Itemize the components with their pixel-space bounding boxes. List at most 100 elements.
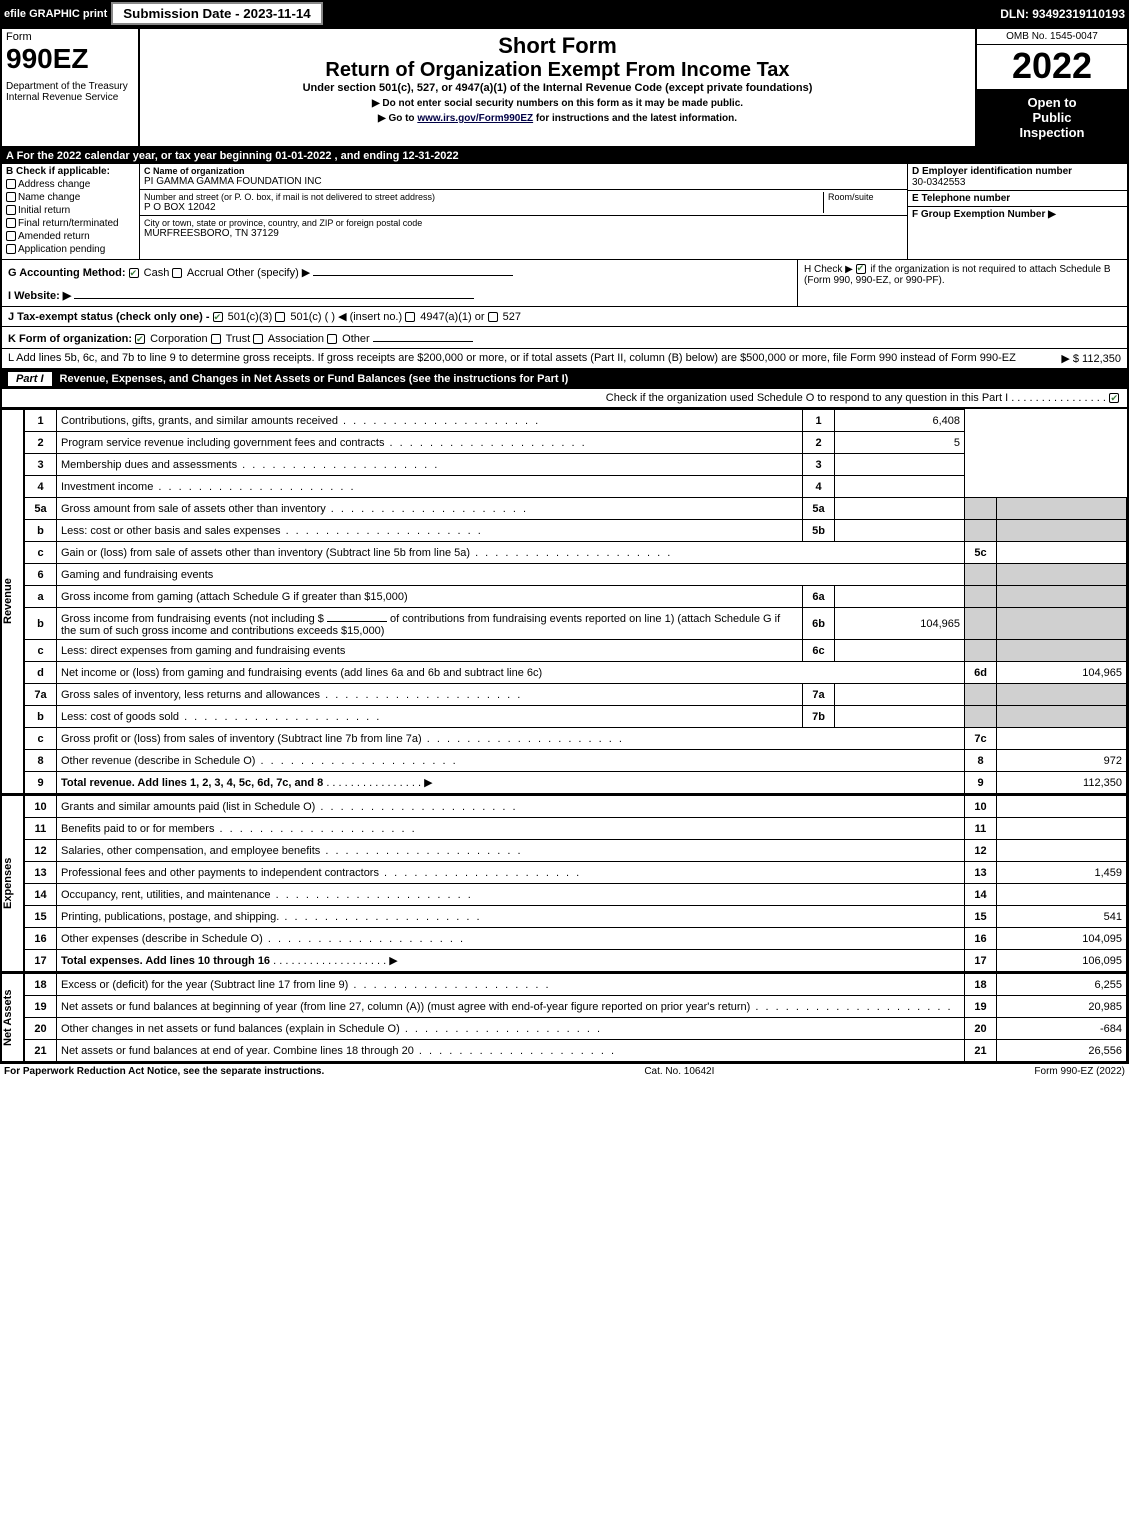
- instr-ssn: ▶ Do not enter social security numbers o…: [144, 98, 971, 109]
- line-17: 17Total expenses. Add lines 10 through 1…: [25, 950, 1127, 972]
- line-4: 4Investment income4: [25, 476, 1127, 498]
- row-l-gross-receipts: L Add lines 5b, 6c, and 7b to line 9 to …: [2, 349, 1127, 369]
- line-10: 10Grants and similar amounts paid (list …: [25, 796, 1127, 818]
- line-14: 14Occupancy, rent, utilities, and mainte…: [25, 884, 1127, 906]
- line-6: 6Gaming and fundraising events: [25, 564, 1127, 586]
- part-i-header: Part I Revenue, Expenses, and Changes in…: [2, 369, 1127, 389]
- part-i-schedule-o-check: Check if the organization used Schedule …: [2, 389, 1127, 408]
- col-b-checkboxes: B Check if applicable: Address change Na…: [2, 164, 140, 259]
- checkbox-4947[interactable]: [405, 312, 415, 322]
- h-sub: (Form 990, 990-EZ, or 990-PF).: [804, 275, 1121, 286]
- col-c-org-info: C Name of organization PI GAMMA GAMMA FO…: [140, 164, 907, 259]
- line-9: 9Total revenue. Add lines 1, 2, 3, 4, 5c…: [25, 772, 1127, 794]
- checkbox-527[interactable]: [488, 312, 498, 322]
- expenses-section: Expenses 10Grants and similar amounts pa…: [2, 794, 1127, 972]
- checkbox-application-pending[interactable]: [6, 244, 16, 254]
- main-title: Return of Organization Exempt From Incom…: [144, 59, 971, 82]
- line-5b: bLess: cost or other basis and sales exp…: [25, 520, 1127, 542]
- revenue-table: 1Contributions, gifts, grants, and simil…: [24, 409, 1127, 794]
- row-k-form-org: K Form of organization: Corporation Trus…: [2, 327, 1127, 349]
- other-org-input[interactable]: [373, 330, 473, 342]
- irs-label: Internal Revenue Service: [6, 92, 134, 103]
- checkbox-h-not-required[interactable]: [856, 264, 866, 274]
- org-city: MURFREESBORO, TN 37129: [144, 228, 903, 239]
- dln-label: DLN: 93492319110193: [1000, 7, 1125, 21]
- side-label-net-assets: Net Assets: [2, 973, 24, 1062]
- line-6a: aGross income from gaming (attach Schedu…: [25, 586, 1127, 608]
- tax-year: 2022: [977, 45, 1127, 87]
- top-bar: efile GRAPHIC print Submission Date - 20…: [0, 0, 1129, 27]
- checkbox-name-change[interactable]: [6, 192, 16, 202]
- instr-goto: ▶ Go to www.irs.gov/Form990EZ for instru…: [144, 113, 971, 124]
- checkbox-address-change[interactable]: [6, 179, 16, 189]
- part-i-title: Revenue, Expenses, and Changes in Net As…: [60, 373, 569, 385]
- side-label-revenue: Revenue: [2, 409, 24, 794]
- line-19: 19Net assets or fund balances at beginni…: [25, 996, 1127, 1018]
- line-2: 2Program service revenue including gover…: [25, 432, 1127, 454]
- line-1: 1Contributions, gifts, grants, and simil…: [25, 410, 1127, 432]
- other-specify-input[interactable]: [313, 264, 513, 276]
- net-assets-section: Net Assets 18Excess or (deficit) for the…: [2, 972, 1127, 1062]
- line-11: 11Benefits paid to or for members11: [25, 818, 1127, 840]
- cat-no: Cat. No. 10642I: [644, 1066, 714, 1077]
- open-to-public-badge: Open to Public Inspection: [977, 89, 1127, 146]
- form-ref: Form 990-EZ (2022): [1034, 1066, 1125, 1077]
- g-label: G Accounting Method:: [8, 267, 126, 279]
- checkbox-501c3[interactable]: [213, 312, 223, 322]
- line-7a: 7aGross sales of inventory, less returns…: [25, 684, 1127, 706]
- revenue-section: Revenue 1Contributions, gifts, grants, a…: [2, 408, 1127, 794]
- form-990ez: Form 990EZ Department of the Treasury In…: [0, 27, 1129, 1064]
- c-name-label: C Name of organization: [144, 166, 903, 176]
- line-6b: bGross income from fundraising events (n…: [25, 608, 1127, 640]
- line-5c: cGain or (loss) from sale of assets othe…: [25, 542, 1127, 564]
- net-assets-table: 18Excess or (deficit) for the year (Subt…: [24, 973, 1127, 1062]
- line-20: 20Other changes in net assets or fund ba…: [25, 1018, 1127, 1040]
- line-21: 21Net assets or fund balances at end of …: [25, 1040, 1127, 1062]
- short-form-title: Short Form: [144, 33, 971, 59]
- form-header: Form 990EZ Department of the Treasury In…: [2, 29, 1127, 148]
- col-d-e-f: D Employer identification number 30-0342…: [907, 164, 1127, 259]
- i-website-label: I Website: ▶: [8, 290, 71, 302]
- c-city-label: City or town, state or province, country…: [144, 218, 903, 228]
- dept-treasury: Department of the Treasury: [6, 81, 134, 92]
- line-3: 3Membership dues and assessments3: [25, 454, 1127, 476]
- l-value: ▶ $ 112,350: [1061, 352, 1121, 365]
- line-8: 8Other revenue (describe in Schedule O)8…: [25, 750, 1127, 772]
- checkbox-trust[interactable]: [211, 334, 221, 344]
- e-phone-label: E Telephone number: [912, 193, 1123, 204]
- f-group-exemption-label: F Group Exemption Number ▶: [912, 209, 1123, 220]
- row-j-tax-exempt: J Tax-exempt status (check only one) - 5…: [2, 307, 1127, 327]
- checkbox-final-return[interactable]: [6, 218, 16, 228]
- line-15: 15Printing, publications, postage, and s…: [25, 906, 1127, 928]
- checkbox-association[interactable]: [253, 334, 263, 344]
- h-label: H Check ▶: [804, 264, 856, 275]
- room-suite-label: Room/suite: [828, 192, 903, 202]
- section-b-c-d-e-f: B Check if applicable: Address change Na…: [2, 164, 1127, 260]
- form-word: Form: [6, 31, 134, 43]
- irs-link[interactable]: www.irs.gov/Form990EZ: [417, 113, 533, 124]
- checkbox-cash[interactable]: [129, 268, 139, 278]
- form-code: 990EZ: [6, 43, 134, 75]
- checkbox-501c[interactable]: [275, 312, 285, 322]
- line-6d: dNet income or (loss) from gaming and fu…: [25, 662, 1127, 684]
- checkbox-other-org[interactable]: [327, 334, 337, 344]
- checkbox-schedule-o-part-i[interactable]: [1109, 393, 1119, 403]
- ein-value: 30-0342553: [912, 177, 1123, 188]
- page-footer: For Paperwork Reduction Act Notice, see …: [0, 1064, 1129, 1079]
- subtitle: Under section 501(c), 527, or 4947(a)(1)…: [144, 82, 971, 94]
- omb-number: OMB No. 1545-0047: [977, 29, 1127, 45]
- c-street-label: Number and street (or P. O. box, if mail…: [144, 192, 823, 202]
- submission-date-button[interactable]: Submission Date - 2023-11-14: [111, 2, 322, 25]
- efile-label: efile GRAPHIC print: [4, 8, 107, 20]
- b-label: B Check if applicable:: [6, 166, 135, 177]
- checkbox-corporation[interactable]: [135, 334, 145, 344]
- line-7c: cGross profit or (loss) from sales of in…: [25, 728, 1127, 750]
- expenses-table: 10Grants and similar amounts paid (list …: [24, 795, 1127, 972]
- website-input[interactable]: [74, 287, 474, 299]
- checkbox-accrual[interactable]: [172, 268, 182, 278]
- checkbox-initial-return[interactable]: [6, 205, 16, 215]
- checkbox-amended-return[interactable]: [6, 231, 16, 241]
- d-ein-label: D Employer identification number: [912, 166, 1123, 177]
- part-i-label: Part I: [8, 372, 52, 386]
- org-name: PI GAMMA GAMMA FOUNDATION INC: [144, 176, 903, 187]
